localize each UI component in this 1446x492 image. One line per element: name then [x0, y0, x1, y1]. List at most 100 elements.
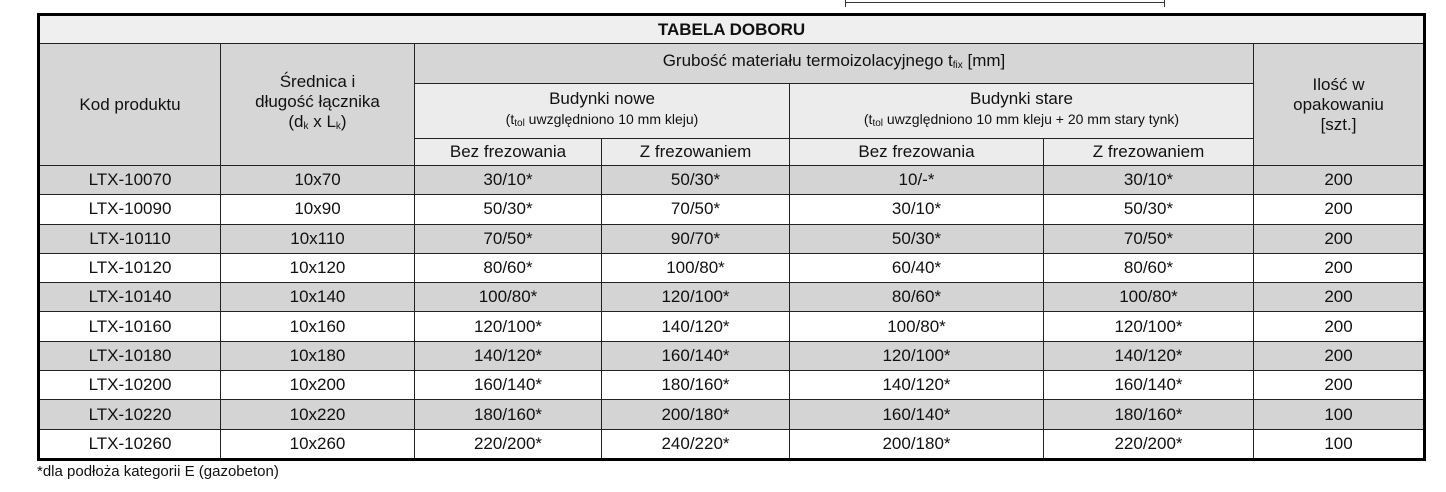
header-qty-line2: opakowaniu	[1293, 94, 1384, 114]
cell-old-with-milling: 220/200*	[1043, 428, 1254, 460]
cell-quantity: 200	[1252, 340, 1426, 372]
cell-size: 10x260	[220, 428, 415, 460]
table-row: LTX-10260 10x260 220/200* 240/220* 200/180* 2…	[38, 428, 1426, 460]
cell-old-without-milling: 200/180*	[789, 428, 1044, 460]
cell-new-with-milling: 180/160*	[601, 370, 790, 401]
cell-old-without-milling: 140/120*	[789, 370, 1044, 401]
header-qty-line1: Ilość w	[1312, 74, 1365, 94]
table-row: LTX-10160 10x160 120/100* 140/120* 100/80* 12…	[38, 311, 1426, 342]
header-old-with-milling: Z frezowaniem	[1043, 138, 1254, 166]
cell-code: LTX-10110	[38, 223, 221, 254]
header-size-line1: Średnica i	[279, 72, 356, 91]
cell-code: LTX-10180	[38, 340, 221, 372]
cell-quantity: 200	[1252, 194, 1426, 225]
cell-quantity: 200	[1252, 164, 1426, 196]
cell-code: LTX-10070	[38, 164, 221, 196]
cell-quantity: 100	[1252, 399, 1426, 430]
cell-new-without-milling: 100/80*	[414, 282, 602, 313]
header-size-line2: długość łącznika	[255, 92, 380, 111]
cell-size: 10x160	[220, 311, 415, 342]
cell-size: 10x200	[220, 370, 415, 401]
cell-old-with-milling: 100/80*	[1043, 282, 1254, 313]
cell-size: 10x120	[220, 252, 415, 284]
cell-code: LTX-10160	[38, 311, 221, 342]
cell-old-without-milling: 100/80*	[789, 311, 1044, 342]
cell-new-with-milling: 200/180*	[601, 399, 790, 430]
cell-new-with-milling: 240/220*	[601, 428, 790, 460]
header-new-without-milling: Bez frezowania	[414, 138, 602, 166]
cell-quantity: 200	[1252, 370, 1426, 401]
cell-code: LTX-10260	[38, 428, 221, 460]
table-row: LTX-10180 10x180 140/120* 160/140* 120/100* 1…	[38, 340, 1426, 372]
cell-code: LTX-10120	[38, 252, 221, 284]
table-title: TABELA DOBORU	[37, 14, 1426, 44]
cell-new-without-milling: 220/200*	[414, 428, 602, 460]
cell-new-with-milling: 100/80*	[601, 252, 790, 284]
cell-new-with-milling: 160/140*	[601, 340, 790, 372]
cell-old-without-milling: 160/140*	[789, 399, 1044, 430]
cell-old-without-milling: 120/100*	[789, 340, 1044, 372]
header-code: Kod produktu	[38, 43, 221, 166]
cell-old-without-milling: 10/-*	[789, 164, 1044, 196]
cell-quantity: 200	[1252, 311, 1426, 342]
cell-new-with-milling: 70/50*	[601, 194, 790, 225]
cell-old-with-milling: 180/160*	[1043, 399, 1254, 430]
cropped-dimension-line	[845, 0, 1165, 7]
header-old-without-milling: Bez frezowania	[789, 138, 1044, 166]
cell-code: LTX-10090	[38, 194, 221, 225]
cell-old-without-milling: 30/10*	[789, 194, 1044, 225]
header-quantity: Ilość w opakowaniu [szt.]	[1252, 43, 1426, 166]
cell-code: LTX-10200	[38, 370, 221, 401]
cell-new-with-milling: 120/100*	[601, 282, 790, 313]
cell-old-with-milling: 70/50*	[1043, 223, 1254, 254]
cell-old-with-milling: 120/100*	[1043, 311, 1254, 342]
cell-quantity: 200	[1252, 282, 1426, 313]
cell-old-with-milling: 30/10*	[1043, 164, 1254, 196]
cell-new-without-milling: 30/10*	[414, 164, 602, 196]
cell-new-without-milling: 50/30*	[414, 194, 602, 225]
cell-new-without-milling: 180/160*	[414, 399, 602, 430]
cell-code: LTX-10140	[38, 282, 221, 313]
header-size-line3: (dk x Lk)	[288, 112, 347, 132]
cell-quantity: 200	[1252, 223, 1426, 254]
selection-table: TABELA DOBORU Kod produktu Średnica i dł…	[37, 13, 1427, 461]
table-row: LTX-10110 10x110 70/50* 90/70* 50/30* 70/50* 2…	[38, 223, 1426, 254]
cell-old-without-milling: 50/30*	[789, 223, 1044, 254]
cell-quantity: 200	[1252, 252, 1426, 284]
cell-new-without-milling: 140/120*	[414, 340, 602, 372]
cell-size: 10x70	[220, 164, 415, 196]
cell-old-with-milling: 80/60*	[1043, 252, 1254, 284]
table-row: LTX-10120 10x120 80/60* 100/80* 60/40* 80/60*…	[38, 252, 1426, 284]
cell-old-without-milling: 60/40*	[789, 252, 1044, 284]
cell-old-without-milling: 80/60*	[789, 282, 1044, 313]
cell-new-without-milling: 70/50*	[414, 223, 602, 254]
footnote: *dla podłoża kategorii E (gazobeton)	[37, 463, 279, 480]
cell-new-without-milling: 160/140*	[414, 370, 602, 401]
table-row: LTX-10070 10x70 30/10* 50/30* 10/-* 30/10* 200	[38, 164, 1426, 196]
cell-old-with-milling: 50/30*	[1043, 194, 1254, 225]
cell-new-without-milling: 80/60*	[414, 252, 602, 284]
table-row: LTX-10140 10x140 100/80* 120/100* 80/60* 100/…	[38, 282, 1426, 313]
cell-size: 10x220	[220, 399, 415, 430]
cell-size: 10x90	[220, 194, 415, 225]
header-old-buildings: Budynki stare (ttol uwzględniono 10 mm k…	[789, 83, 1254, 139]
header-new-buildings: Budynki nowe (ttol uwzględniono 10 mm kl…	[414, 83, 790, 139]
header-thickness: Grubość materiału termoizolacyjnego tfix…	[414, 43, 1254, 84]
cell-new-with-milling: 140/120*	[601, 311, 790, 342]
cell-size: 10x110	[220, 223, 415, 254]
header-new-with-milling: Z frezowaniem	[601, 138, 790, 166]
header-qty-line3: [szt.]	[1320, 114, 1357, 134]
cell-new-with-milling: 90/70*	[601, 223, 790, 254]
cell-size: 10x180	[220, 340, 415, 372]
header-size: Średnica i długość łącznika (dk x Lk)	[220, 43, 415, 166]
cell-code: LTX-10220	[38, 399, 221, 430]
cell-size: 10x140	[220, 282, 415, 313]
table-row: LTX-10200 10x200 160/140* 180/160* 140/120* 1…	[38, 370, 1426, 401]
cell-old-with-milling: 160/140*	[1043, 370, 1254, 401]
cell-old-with-milling: 140/120*	[1043, 340, 1254, 372]
cell-new-without-milling: 120/100*	[414, 311, 602, 342]
table-row: LTX-10220 10x220 180/160* 200/180* 160/140* 1…	[38, 399, 1426, 430]
cell-new-with-milling: 50/30*	[601, 164, 790, 196]
table-row: LTX-10090 10x90 50/30* 70/50* 30/10* 50/30* 20…	[38, 194, 1426, 225]
cell-quantity: 100	[1252, 428, 1426, 460]
